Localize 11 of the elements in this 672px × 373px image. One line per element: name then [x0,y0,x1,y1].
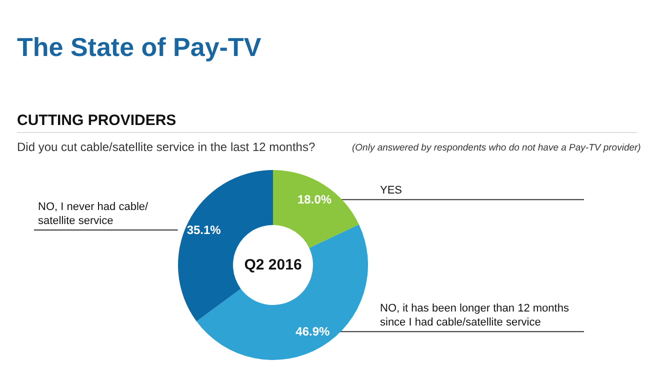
data-label: 18.0% [298,192,332,207]
text: Q2 2016 [244,256,302,274]
chart-subtitle: CUTTING PROVIDERS [17,112,176,129]
data-label: 46.9% [296,324,330,339]
slice-label: NO, it has been longer than 12 months since I had cable/satellite service [380,302,572,329]
slice-label: NO, I never had cable/ satellite service [38,201,152,228]
text: Did you cut cable/satellite service in the last 12 months? [17,140,316,154]
data-label: 35.1% [186,223,222,238]
slice-label: YES [380,184,402,197]
text: (Only answered by respondents who do not have a Pay-TV provider) [352,142,641,154]
chart-title: The State of Pay-TV [17,32,262,62]
